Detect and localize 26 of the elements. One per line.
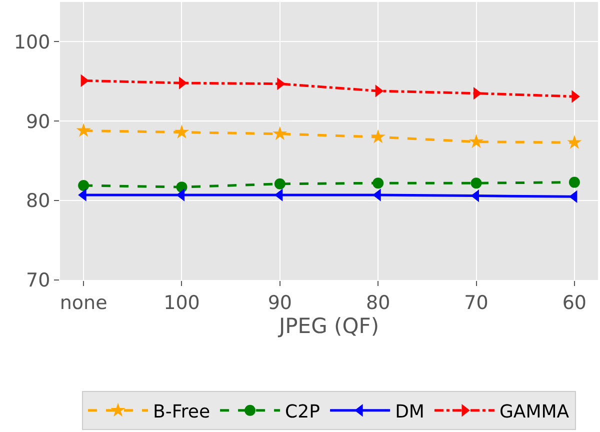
y-tick-label: 70 bbox=[26, 270, 50, 292]
legend-label: DM bbox=[395, 401, 424, 422]
point bbox=[76, 122, 91, 137]
point bbox=[274, 178, 286, 190]
point bbox=[568, 176, 580, 188]
legend-label: C2P bbox=[285, 401, 320, 422]
x-tick-label: 70 bbox=[464, 292, 488, 314]
point bbox=[372, 178, 384, 189]
legend-label: GAMMA bbox=[499, 401, 570, 422]
point bbox=[78, 180, 90, 191]
point bbox=[174, 124, 190, 138]
x-tick-label: 80 bbox=[366, 292, 390, 314]
x-tick-label: none bbox=[60, 292, 108, 314]
y-tick-label: 100 bbox=[14, 31, 50, 54]
x-axis-title: JPEG (QF) bbox=[276, 314, 380, 338]
point bbox=[370, 129, 386, 144]
x-tick-label: 60 bbox=[562, 292, 587, 314]
y-tick-label: 80 bbox=[26, 190, 50, 212]
y-tick-label: 90 bbox=[26, 110, 50, 133]
point bbox=[468, 134, 484, 148]
legend-label: B-Free bbox=[153, 401, 210, 422]
x-tick-label: 100 bbox=[164, 292, 200, 314]
point bbox=[470, 178, 482, 189]
x-tick-label: 90 bbox=[268, 292, 292, 314]
point bbox=[567, 134, 582, 149]
point bbox=[272, 126, 288, 140]
